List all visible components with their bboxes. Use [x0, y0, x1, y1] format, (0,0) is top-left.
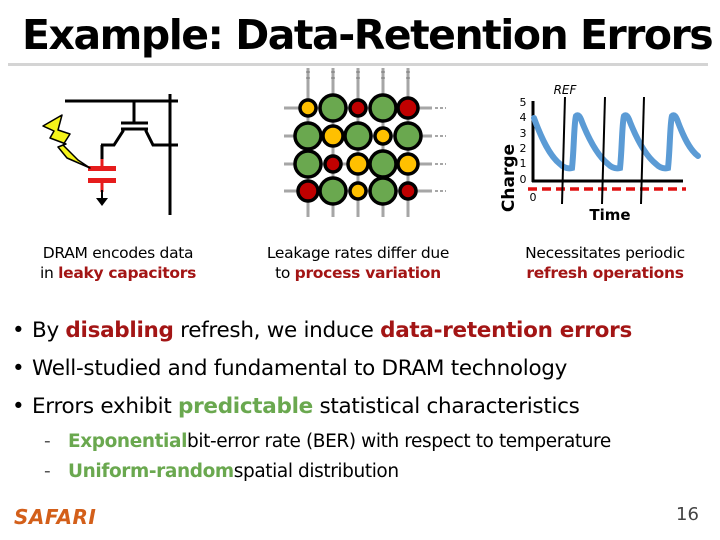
- dram-cell-green: [368, 93, 398, 123]
- sub-bullet-text: spatial distribution: [233, 461, 399, 482]
- caption-emphasis: process variation: [294, 264, 442, 282]
- y-tick-2: 2: [520, 142, 527, 155]
- safari-logo: SAFARI: [14, 505, 97, 529]
- dash-icon: -: [44, 431, 51, 452]
- dram-cell-yellow: [346, 152, 370, 176]
- page-number: 16: [676, 504, 699, 525]
- dram-cell-green: [293, 149, 323, 179]
- caption-prefix: in: [39, 264, 59, 282]
- dram-cell-green: [343, 121, 373, 151]
- ref-label: REF: [554, 83, 578, 97]
- y-tick-0: 0: [520, 173, 527, 186]
- bullet-dot-icon: •: [12, 318, 25, 343]
- bullet-item: • Errors exhibit predictable statistical …: [12, 388, 632, 426]
- caption-emphasis: leaky capacitors: [58, 264, 197, 282]
- dram-cell-red: [296, 179, 320, 203]
- dram-cell-red: [398, 181, 418, 201]
- caption-line: Necessitates periodic: [525, 244, 685, 262]
- bullet-item: • By disabling refresh, we induce data-re…: [12, 312, 632, 350]
- caption-prefix: to: [275, 264, 295, 282]
- sub-bullet-emphasis: Exponential: [68, 431, 188, 452]
- capacitor-icon: [88, 159, 116, 192]
- charge-over-time-plot: Charge 5 4 3 2 1 0 0 REF Time: [499, 83, 701, 224]
- bullet-list: • By disabling refresh, we induce data-re…: [12, 312, 632, 426]
- caption-refresh-operations: Necessitates periodic refresh operations: [500, 243, 710, 283]
- dram-cell-green: [393, 121, 423, 151]
- bullet-text: statistical characteristics: [312, 394, 580, 419]
- slide-title: Example: Data-Retention Errors: [22, 11, 714, 59]
- caption-leaky-capacitors: DRAM encodes data in leaky capacitors: [18, 243, 218, 283]
- sub-bullet-item: - Exponentialbit-error rate (BER) with re…: [44, 427, 611, 457]
- dram-cell-yellow: [396, 152, 420, 176]
- dram-cell-yellow: [348, 181, 368, 201]
- dram-cell-array: [284, 68, 446, 217]
- dram-cell-yellow: [321, 124, 345, 148]
- bullet-dot-icon: •: [12, 394, 25, 419]
- charge-curve: [531, 112, 701, 172]
- dram-cell-red: [396, 96, 420, 120]
- y-tick-4: 4: [520, 111, 527, 124]
- plot-y-label: Charge: [499, 144, 519, 212]
- bullet-text: refresh, we induce: [173, 318, 381, 343]
- x-origin-label: 0: [530, 191, 537, 204]
- dram-cell-green: [318, 176, 348, 206]
- ground-arrow-icon: [96, 190, 108, 206]
- dash-icon: -: [44, 461, 51, 482]
- dram-cell-green: [368, 176, 398, 206]
- bullet-text: By: [32, 318, 66, 343]
- refresh-line: [561, 96, 566, 205]
- y-tick-1: 1: [520, 157, 527, 170]
- bullet-emphasis: disabling: [65, 318, 174, 343]
- dram-cell-red: [348, 98, 368, 118]
- caption-line: DRAM encodes data: [42, 244, 194, 262]
- sub-bullet-item: - Uniform-randomspatial distribution: [44, 457, 399, 487]
- dram-cell-red: [323, 154, 343, 174]
- bullet-dot-icon: •: [12, 356, 25, 381]
- dram-cell-green: [318, 93, 348, 123]
- dram-cell-diagram: [42, 94, 178, 215]
- bullet-emphasis: predictable: [178, 394, 313, 419]
- sub-bullet-emphasis: Uniform-random: [68, 461, 234, 482]
- plot-x-label: Time: [589, 206, 630, 224]
- refresh-line: [601, 96, 606, 205]
- caption-emphasis: refresh operations: [526, 264, 684, 282]
- caption-line: Leakage rates differ due: [266, 244, 450, 262]
- bullet-text: Errors exhibit: [32, 394, 179, 419]
- bullet-emphasis: data-retention errors: [380, 318, 632, 343]
- dram-cell-yellow: [373, 126, 393, 146]
- caption-process-variation: Leakage rates differ due to process vari…: [248, 243, 468, 283]
- refresh-line: [640, 96, 645, 205]
- transistor-icon: [100, 101, 178, 160]
- title-divider: [8, 63, 708, 66]
- dram-cell-green: [368, 149, 398, 179]
- y-tick-3: 3: [520, 127, 527, 140]
- bullet-item: • Well-studied and fundamental to DRAM te…: [12, 350, 632, 388]
- sub-bullet-text: bit-error rate (BER) with respect to tem…: [187, 431, 611, 452]
- y-tick-5: 5: [520, 96, 527, 109]
- dram-cell-yellow: [298, 98, 318, 118]
- dram-cell-green: [293, 121, 323, 151]
- lightning-bolt-icon: [42, 114, 91, 169]
- bullet-text: Well-studied and fundamental to DRAM tec…: [32, 356, 568, 381]
